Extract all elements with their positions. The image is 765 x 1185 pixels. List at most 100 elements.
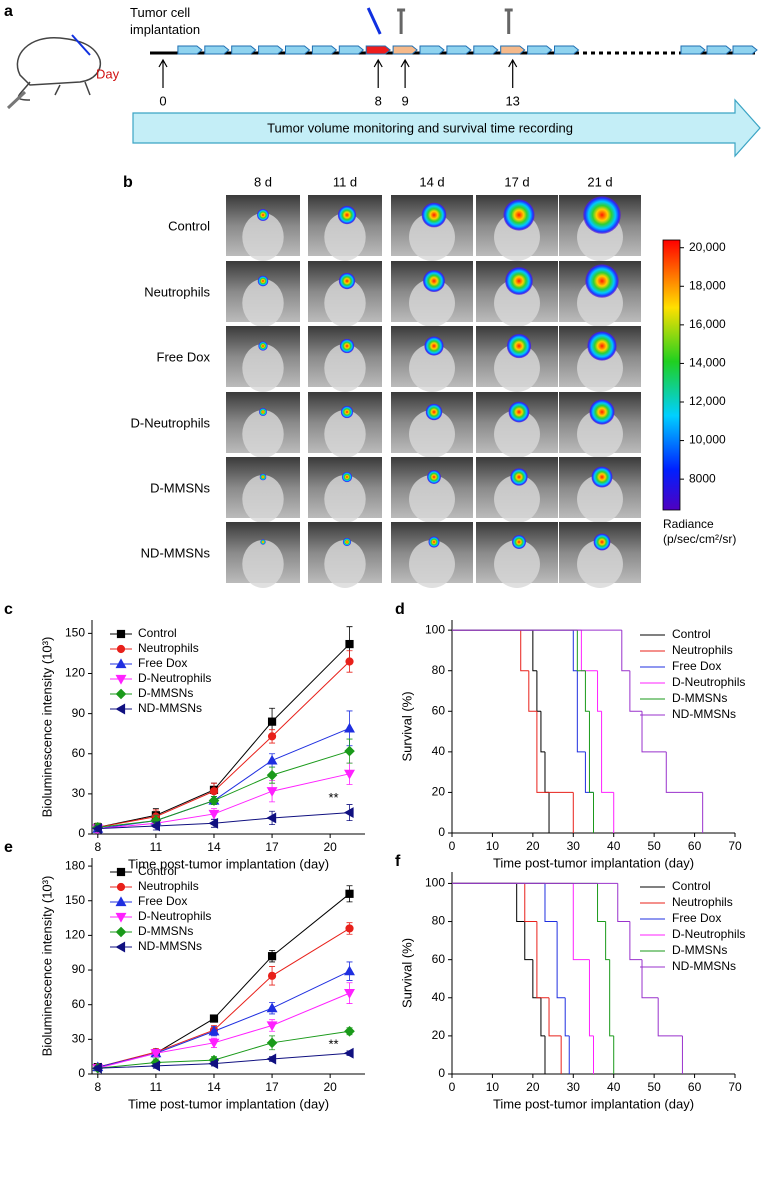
mouse-body	[577, 475, 623, 523]
mouse-body	[409, 540, 455, 588]
mouse-body	[242, 344, 284, 392]
colorbar-title: Radiance	[663, 517, 714, 531]
marker	[345, 924, 354, 933]
y-tick-label: 30	[72, 786, 86, 800]
marker	[208, 1025, 220, 1036]
x-tick-label: 8	[94, 840, 101, 854]
survival-step	[605, 921, 610, 961]
survival-step	[548, 997, 562, 1037]
mouse-icon	[6, 34, 102, 110]
tumor-signal	[259, 473, 267, 481]
survival-step	[520, 630, 529, 672]
x-tick-label: 11	[150, 840, 163, 854]
schedule-box	[732, 45, 758, 55]
x-tick-label: 60	[688, 839, 702, 853]
mouse-body	[242, 213, 284, 261]
timeline-title: Tumor cell implantation	[130, 5, 201, 37]
x-tick-label: 14	[207, 840, 221, 854]
tumor-signal	[511, 534, 527, 550]
marker	[209, 1014, 219, 1023]
legend-label: D-MMSNs	[672, 943, 727, 957]
mouse-body	[494, 475, 540, 523]
schedule-box	[527, 45, 553, 55]
marker	[266, 754, 278, 765]
marker	[208, 817, 219, 829]
tumor-signal	[585, 264, 619, 298]
survival-step	[584, 670, 590, 712]
tumor-signal	[339, 338, 355, 354]
marker	[345, 657, 354, 666]
group-label: Free Dox	[157, 349, 211, 364]
tumor-signal	[342, 537, 352, 547]
x-tick-label: 40	[607, 1080, 621, 1094]
legend-label: D-Neutrophils	[138, 671, 211, 685]
tumor-signal	[258, 341, 268, 351]
y-tick-label: 40	[432, 990, 446, 1004]
legend-marker	[116, 644, 126, 654]
x-tick-label: 8	[94, 1080, 101, 1094]
marker	[343, 1047, 354, 1059]
tumor-signal	[257, 209, 269, 221]
y-tick-label: 60	[72, 997, 86, 1011]
marker	[344, 989, 355, 999]
marker	[266, 1021, 278, 1032]
legend-label: Neutrophils	[138, 641, 199, 655]
marker	[208, 809, 220, 820]
mouse-body	[324, 540, 366, 588]
x-tick-label: 70	[728, 839, 742, 853]
day-number: 8	[375, 93, 382, 108]
panel-label: e	[4, 839, 13, 856]
legend-label: Control	[138, 864, 177, 878]
timepoint-label: 11 d	[333, 174, 357, 189]
schedule-box	[285, 45, 311, 55]
tumor-signal	[503, 199, 535, 231]
day-number: 9	[401, 93, 408, 108]
y-tick-label: 20	[432, 1028, 446, 1042]
legend-label: Neutrophils	[672, 643, 733, 657]
series-line	[97, 750, 350, 828]
x-tick-label: 50	[647, 1080, 661, 1094]
y-tick-label: 0	[438, 1066, 445, 1080]
schedule-box	[258, 45, 284, 55]
tumor-signal	[428, 536, 440, 548]
survival-step	[540, 997, 545, 1037]
y-tick-label: 80	[432, 663, 446, 677]
y-tick-label: 100	[425, 622, 445, 636]
tumor-signal	[340, 405, 354, 419]
timepoint-label: 8 d	[254, 174, 272, 189]
tumor-signal	[505, 267, 533, 295]
survival-step	[588, 711, 594, 793]
marker	[266, 812, 277, 824]
survival-step	[572, 630, 578, 672]
legend-marker	[115, 896, 127, 907]
marker	[150, 820, 160, 832]
day-arrow	[400, 58, 410, 88]
marker	[266, 1053, 277, 1065]
survival-step	[536, 670, 541, 712]
tumor-signal	[260, 539, 266, 545]
mouse-body	[324, 410, 366, 458]
x-axis-title: Time post-tumor implantation (day)	[493, 855, 694, 870]
tumor-signal	[589, 399, 615, 425]
y-axis-title: Survival (%)	[399, 938, 414, 1008]
legend-label: D-MMSNs	[138, 686, 193, 700]
survival-step	[576, 630, 586, 672]
schedule-box	[500, 45, 526, 55]
legend-label: Free Dox	[672, 911, 721, 925]
survival-step	[516, 883, 525, 923]
mouse-body	[324, 279, 366, 327]
schedule-box	[392, 45, 418, 55]
timepoint-label: 14 d	[419, 174, 444, 189]
legend-marker	[116, 882, 126, 892]
survival-step	[524, 921, 533, 961]
mouse-body	[242, 410, 284, 458]
legend-marker	[115, 674, 127, 685]
legend-marker	[115, 912, 127, 923]
y-tick-label: 120	[65, 666, 85, 680]
schedule-box	[554, 45, 580, 55]
group-label: D-MMSNs	[150, 480, 210, 495]
x-tick-label: 20	[526, 1080, 540, 1094]
survival-step	[576, 670, 586, 753]
legend-label: D-Neutrophils	[672, 675, 745, 689]
survival-step	[564, 997, 570, 1037]
